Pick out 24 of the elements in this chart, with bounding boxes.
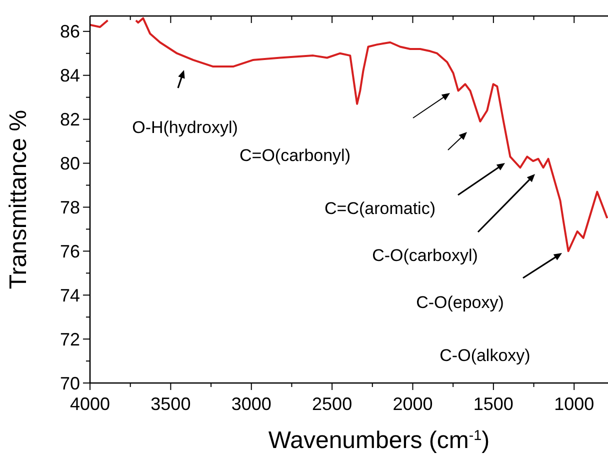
x-tick-label: 2000 — [392, 394, 433, 414]
y-axis-title: Transmittance % — [5, 110, 32, 290]
y-tick-label: 86 — [60, 22, 80, 42]
x-tick-label: 3500 — [150, 394, 191, 414]
y-tick-label: 78 — [60, 197, 80, 218]
x-tick-label: 4000 — [70, 394, 110, 414]
annotation: C-O(epoxy) — [416, 293, 504, 312]
y-tick-label: 80 — [60, 154, 80, 174]
y-tick-label: 76 — [60, 241, 80, 262]
annotation: C=O(carbonyl) — [239, 146, 351, 165]
y-tick-label: 82 — [60, 110, 80, 130]
y-tick-label: 72 — [60, 329, 80, 350]
x-tick-label: 2500 — [312, 394, 352, 414]
x-tick-label: 1000 — [554, 394, 594, 414]
x-tick-label: 1500 — [473, 394, 514, 414]
annotation: C-O(alkoxy) — [440, 346, 530, 365]
y-tick-label: 84 — [60, 66, 80, 86]
x-axis-title: Wavenumbers (cm$^{-1}$) — [268, 427, 490, 454]
y-tick-label: 70 — [60, 373, 80, 394]
annotation: C-O(carboxyl) — [372, 246, 478, 265]
annotation: O-H(hydroxyl) — [132, 118, 238, 137]
annotation: C=C(aromatic) — [324, 199, 436, 218]
y-tick-label: 74 — [60, 285, 80, 306]
x-tick-label: 3000 — [231, 394, 272, 414]
